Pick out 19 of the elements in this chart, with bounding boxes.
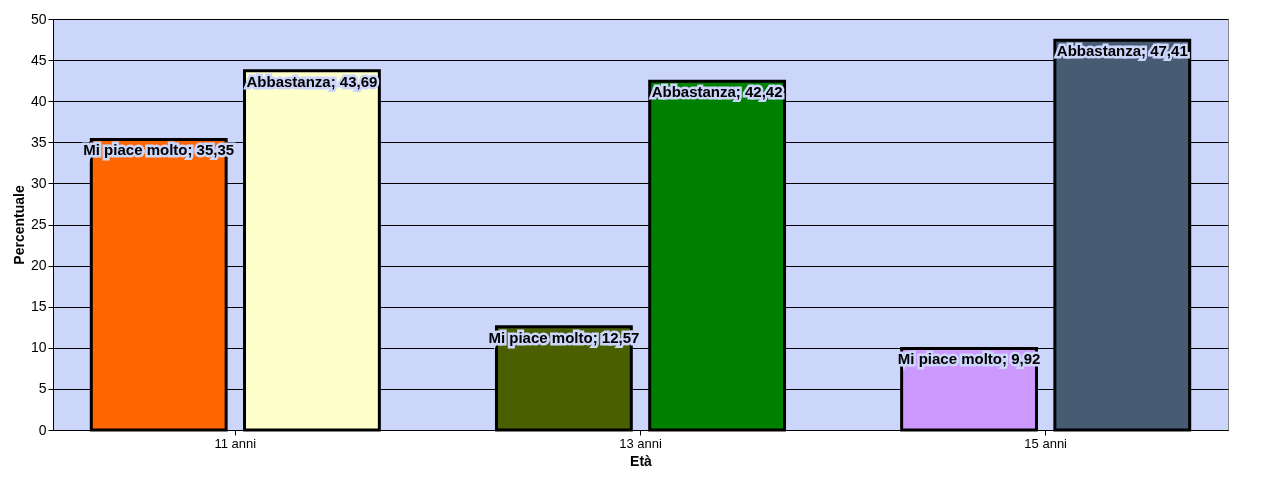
x-axis-title: Età	[630, 452, 653, 469]
y-tick-label: 20	[30, 257, 47, 274]
x-tick-label: 13 anni	[619, 435, 662, 451]
x-tick-label: 15 anni	[1024, 435, 1068, 451]
y-tick-label: 45	[30, 51, 47, 68]
y-tick-label: 50	[30, 10, 47, 27]
y-tick-label: 35	[30, 133, 47, 150]
y-tick-label: 25	[30, 216, 47, 232]
y-tick-label: 30	[30, 174, 47, 191]
data-label: Abbastanza; 43,69	[246, 72, 378, 90]
data-label: Abbastanza; 47,41	[1056, 42, 1188, 60]
y-axis-title: Percentuale	[10, 185, 27, 265]
x-tick-label: 11 anni	[214, 435, 257, 451]
y-tick-label: 15	[30, 298, 47, 315]
y-tick-label: 40	[30, 92, 47, 109]
y-tick-label: 0	[38, 421, 47, 438]
y-tick-label: 10	[30, 339, 47, 356]
data-label: Abbastanza; 42,42	[651, 83, 783, 101]
y-tick-label: 5	[38, 380, 47, 397]
